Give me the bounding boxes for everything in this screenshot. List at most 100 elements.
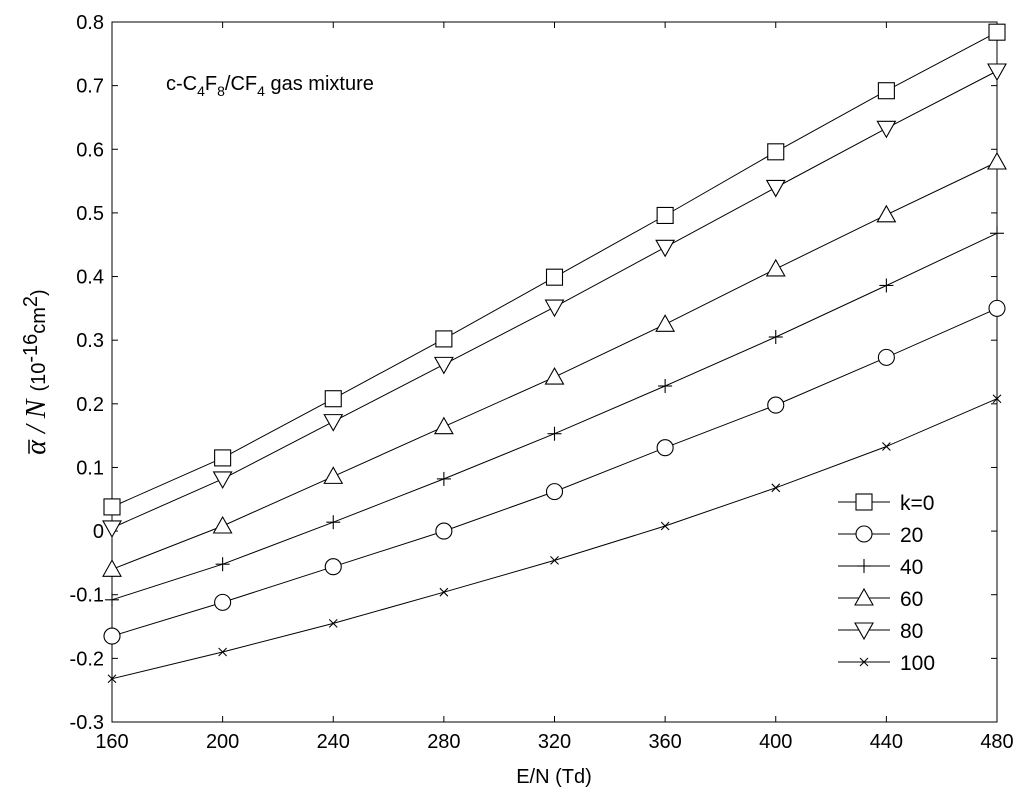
- data-point-triangle-down: [323, 414, 344, 432]
- marker-x: [859, 657, 869, 667]
- data-point-x: [328, 618, 338, 628]
- legend-item: 100: [838, 652, 935, 675]
- marker-x-b: [550, 555, 559, 565]
- data-point-circle: [103, 627, 121, 645]
- series-line: [111, 307, 998, 637]
- data-point-square: [877, 82, 895, 100]
- y-axis-title: α / N(10-16cm2): [20, 289, 52, 454]
- marker-x-b: [859, 657, 869, 667]
- series-20: [103, 299, 1006, 645]
- series-k0: [103, 23, 1006, 516]
- marker-x-b: [992, 394, 1002, 404]
- marker-x-b: [439, 587, 449, 597]
- data-point-triangle-up: [765, 258, 786, 277]
- y-tick-label: 0.5: [76, 203, 104, 225]
- series-line: [111, 70, 998, 529]
- x-tick-label: 240: [317, 731, 350, 753]
- data-point-square: [103, 498, 121, 516]
- y-tick-label: -0.3: [70, 712, 104, 734]
- marker-x-b: [218, 647, 228, 657]
- y-tick-label: 0.4: [76, 267, 104, 289]
- legend: k=0 20 40 60 80 100: [838, 492, 935, 675]
- series-60: [102, 151, 1007, 577]
- y-axis-slash: / N: [21, 398, 52, 440]
- legend-label: 20: [900, 524, 923, 547]
- data-point-plus: [547, 426, 562, 441]
- legend-label: 60: [900, 588, 923, 611]
- marker-x-b: [107, 674, 117, 684]
- data-point-triangle-up: [987, 151, 1007, 170]
- x-tick-label: 400: [759, 731, 792, 753]
- data-point-x: [550, 555, 559, 565]
- data-point-triangle-up: [655, 314, 676, 332]
- marker-x-b: [881, 442, 891, 451]
- legend-label: k=0: [900, 492, 934, 515]
- data-point-square: [767, 143, 785, 161]
- y-tick-label: 0.1: [76, 457, 104, 479]
- x-axis-title: E/N (Td): [516, 766, 592, 788]
- legend-item: 40: [838, 556, 923, 579]
- y-tick-label: 0: [93, 521, 104, 543]
- data-point-x: [992, 394, 1002, 404]
- marker-x-b: [771, 483, 781, 493]
- series-line: [111, 232, 998, 601]
- x-tick-label: 160: [95, 731, 128, 753]
- data-point-square: [324, 390, 342, 408]
- y-tick-label: 0.3: [76, 330, 104, 352]
- data-point-triangle-down: [987, 63, 1007, 82]
- legend-label: 80: [900, 620, 923, 643]
- y-tick-label: 0.7: [76, 76, 104, 98]
- data-point-square: [214, 449, 232, 467]
- legend-item: 20: [838, 524, 923, 547]
- legend-item: k=0: [838, 492, 934, 515]
- data-point-circle: [767, 396, 785, 414]
- data-point-x: [771, 483, 781, 493]
- data-point-circle: [656, 439, 674, 457]
- data-point-triangle-down: [765, 179, 786, 198]
- data-point-circle: [324, 558, 342, 576]
- data-point-triangle-down: [102, 520, 122, 539]
- x-tick-label: 360: [648, 731, 681, 753]
- data-point-circle: [877, 348, 895, 366]
- marker-triangle-down: [854, 622, 874, 641]
- data-point-plus: [990, 226, 1004, 241]
- data-point-square: [656, 206, 674, 225]
- data-point-x: [107, 674, 117, 684]
- data-point-plus: [658, 379, 673, 393]
- marker-square: [855, 493, 873, 511]
- data-point-triangle-up: [212, 515, 233, 534]
- svg-text:α / N(10-16cm2): α / N(10-16cm2): [20, 289, 52, 454]
- data-point-triangle-down: [655, 239, 676, 258]
- marker-triangle-up: [854, 587, 874, 606]
- data-point-triangle-down: [876, 120, 897, 139]
- data-point-circle: [545, 483, 564, 501]
- data-point-x: [660, 521, 670, 531]
- y-tick-label: -0.1: [70, 585, 104, 607]
- y-tick-label: 0.6: [76, 139, 104, 161]
- y-tick-label: 0.2: [76, 394, 104, 416]
- y-tick-label: -0.2: [70, 648, 104, 670]
- annotation-text: c-C4F8/CF4 gas mixture: [166, 73, 374, 99]
- data-point-plus: [436, 471, 451, 486]
- data-point-square: [988, 23, 1006, 41]
- data-point-triangle-up: [102, 559, 122, 577]
- series-40: [105, 226, 1004, 607]
- data-point-square: [435, 330, 453, 348]
- data-point-triangle-up: [433, 416, 454, 435]
- marker-circle: [855, 525, 873, 543]
- data-point-plus: [879, 278, 894, 293]
- x-tick-label: 200: [206, 731, 239, 753]
- data-point-circle: [214, 593, 232, 611]
- data-point-plus: [326, 515, 341, 530]
- data-point-triangle-up: [876, 204, 897, 223]
- y-tick-label: 0.8: [76, 12, 104, 34]
- x-tick-label: 480: [980, 731, 1013, 753]
- data-point-triangle-up: [544, 366, 565, 385]
- data-point-triangle-down: [212, 471, 233, 490]
- data-point-plus: [215, 557, 230, 572]
- legend-label: 100: [900, 652, 935, 675]
- data-point-triangle-down: [544, 299, 565, 318]
- data-point-x: [439, 587, 449, 597]
- series-80: [102, 63, 1007, 539]
